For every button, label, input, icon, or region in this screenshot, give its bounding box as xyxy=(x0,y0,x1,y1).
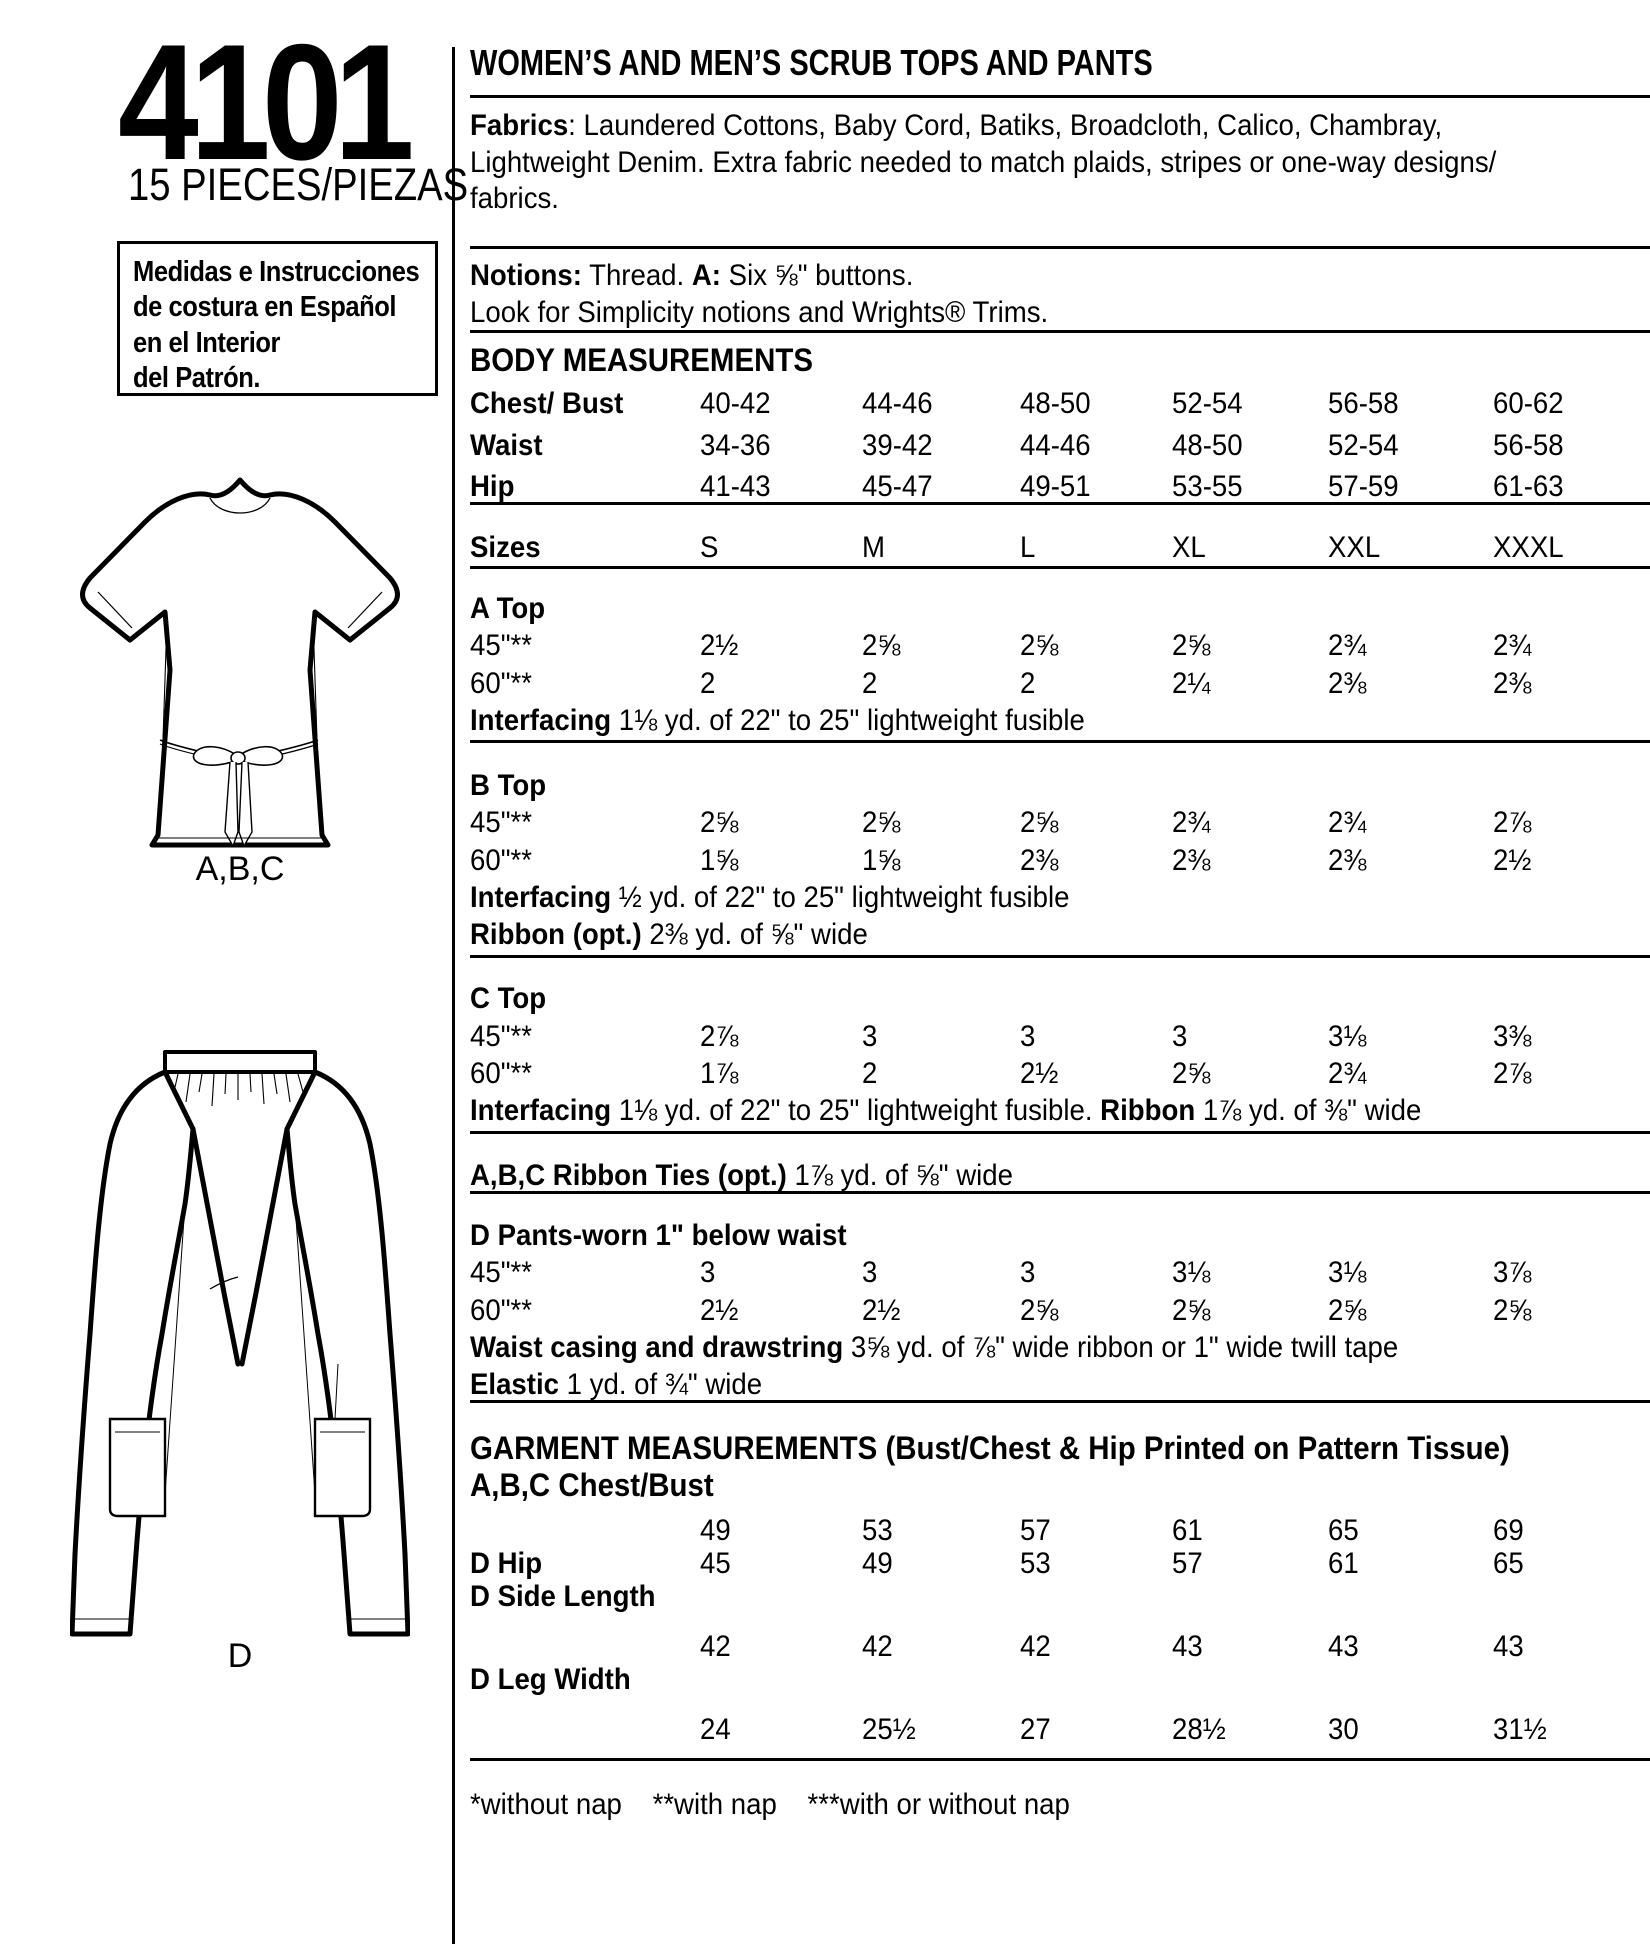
svg-text:D: D xyxy=(228,1637,253,1675)
svg-text:A,B,C: A,B,C xyxy=(196,850,285,888)
